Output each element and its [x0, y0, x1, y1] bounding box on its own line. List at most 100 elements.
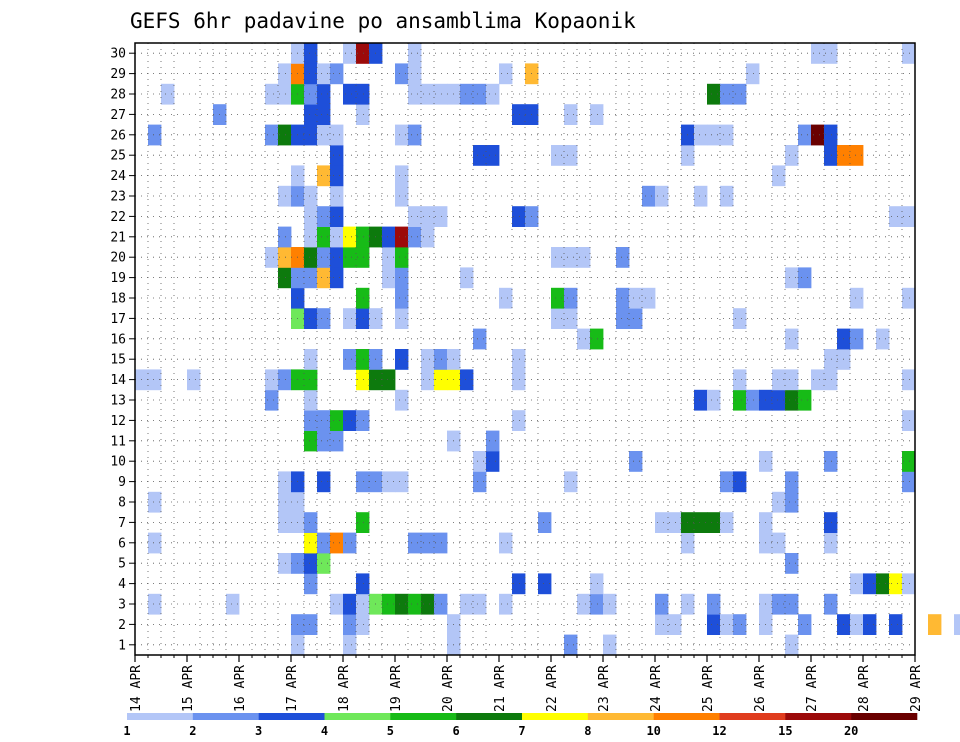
heatmap-cell	[642, 185, 656, 207]
heatmap-cell	[616, 287, 630, 309]
heatmap-cell	[655, 593, 669, 615]
heatmap-cell	[824, 593, 838, 615]
y-axis-ticks: 1234567891011121314151617181920212223242…	[110, 47, 135, 653]
x-tick-label: 25 APR	[701, 665, 716, 712]
heatmap-cell	[304, 206, 318, 227]
heatmap-cell	[395, 287, 409, 309]
heatmap-cell	[317, 267, 331, 289]
heatmap-cell	[902, 369, 916, 391]
heatmap-cell	[343, 593, 357, 615]
colorbar-segment	[785, 713, 852, 720]
colorbar-label: 20	[844, 724, 858, 738]
y-tick-label: 15	[110, 353, 126, 368]
colorbar-segment	[258, 713, 325, 720]
heatmap-cell	[824, 512, 838, 533]
y-tick-label: 29	[110, 67, 126, 82]
y-tick-label: 6	[118, 536, 126, 551]
heatmap-cell	[356, 593, 370, 615]
colorbar-segment	[127, 713, 194, 720]
heatmap-cell	[824, 124, 838, 146]
heatmap-cell	[304, 308, 318, 329]
heatmap-cell	[811, 369, 825, 391]
heatmap-cell	[278, 226, 292, 248]
heatmap-cell	[824, 532, 838, 554]
heatmap-cell	[317, 63, 331, 85]
colorbar-label: 4	[321, 724, 328, 738]
heatmap-cell	[304, 226, 318, 248]
heatmap-cell	[317, 532, 331, 554]
heatmap-cell	[694, 124, 708, 146]
heatmap-cell	[538, 512, 552, 533]
heatmap-cell	[668, 614, 682, 635]
heatmap-cell	[707, 512, 721, 533]
heatmap-cell	[902, 287, 916, 309]
y-tick-label: 13	[110, 394, 126, 409]
heatmap-cell	[278, 124, 292, 146]
heatmap-cell	[772, 369, 786, 391]
heatmap-cell	[694, 185, 708, 207]
heatmap-cell	[707, 593, 721, 615]
heatmap-cell	[382, 267, 396, 289]
heatmap-cell	[408, 124, 422, 146]
heatmap-cell	[564, 287, 578, 309]
heatmap-cell	[577, 328, 591, 350]
heatmap-cell	[330, 226, 344, 248]
y-tick-label: 11	[110, 434, 126, 449]
colorbar-segment	[653, 713, 720, 720]
heatmap-cell	[408, 206, 422, 227]
x-tick-label: 19 APR	[389, 665, 404, 712]
heatmap-cell	[538, 573, 552, 595]
heatmap-cell	[590, 328, 604, 350]
heatmap-cell	[395, 593, 409, 615]
y-tick-label: 25	[110, 149, 126, 164]
heatmap-cell	[733, 369, 747, 391]
heatmap-cell	[265, 83, 279, 105]
heatmap-cell	[317, 226, 331, 248]
heatmap-cell	[746, 63, 760, 85]
y-tick-label: 2	[118, 618, 126, 633]
heatmap-cell	[265, 247, 279, 268]
colorbar-segment	[851, 713, 918, 720]
heatmap-cell	[356, 287, 370, 309]
heatmap-cell	[395, 308, 409, 329]
y-tick-label: 5	[118, 557, 126, 572]
heatmap-cell	[512, 206, 526, 227]
heatmap-cell	[343, 349, 357, 370]
heatmap-cell	[616, 247, 630, 268]
heatmap-cell	[733, 308, 747, 329]
heatmap-cell	[421, 83, 435, 105]
heatmap-cell	[720, 512, 734, 533]
colorbar-label: 12	[712, 724, 726, 738]
heatmap-cell	[850, 145, 864, 166]
x-tick-label: 18 APR	[337, 665, 352, 712]
heatmap-cell	[356, 471, 370, 493]
heatmap-cell	[356, 83, 370, 105]
heatmap-cell	[382, 593, 396, 615]
y-tick-label: 7	[118, 516, 126, 531]
heatmap-cell	[382, 369, 396, 391]
heatmap-cell	[564, 247, 578, 268]
heatmap-cell	[811, 43, 825, 64]
heatmap-cell	[317, 124, 331, 146]
heatmap-cell	[564, 471, 578, 493]
colorbar-segment	[324, 713, 391, 720]
heatmap-cell	[148, 593, 162, 615]
heatmap-cell	[356, 349, 370, 370]
x-tick-label: 22 APR	[545, 665, 560, 712]
heatmap-cell	[499, 63, 513, 85]
heatmap-cell	[720, 471, 734, 493]
heatmap-cell	[395, 471, 409, 493]
heatmap-cell	[356, 410, 370, 431]
heatmap-cell	[304, 63, 318, 85]
colorbar-segment	[522, 713, 589, 720]
heatmap-cell	[434, 83, 448, 105]
heatmap-cell	[395, 349, 409, 370]
heatmap-cell	[343, 226, 357, 248]
heatmap-cell	[408, 532, 422, 554]
heatmap-cell	[304, 83, 318, 105]
heatmap-cell	[408, 226, 422, 248]
heatmap-cell	[330, 206, 344, 227]
heatmap-cell	[473, 145, 487, 166]
heatmap-cell	[564, 308, 578, 329]
y-tick-label: 26	[110, 128, 126, 143]
